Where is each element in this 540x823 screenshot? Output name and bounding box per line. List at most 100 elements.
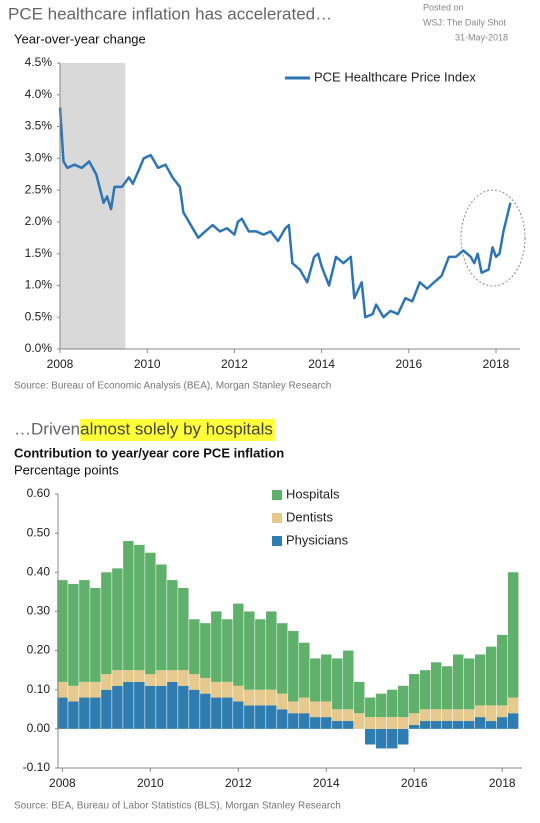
bar-segment: [376, 728, 387, 749]
subtitle: Year-over-year change: [14, 31, 146, 46]
bar-segment: [178, 685, 189, 729]
watermark: 31-May-2018: [455, 32, 508, 42]
bar-segment: [68, 701, 79, 729]
title: PCE healthcare inflation has accelerated…: [8, 4, 332, 23]
source: Source: BEA, Bureau of Labor Statistics …: [14, 801, 341, 812]
bar-segment: [277, 623, 288, 694]
x-tick-label: 2008: [47, 357, 74, 371]
y-tick-label: 0.5%: [25, 309, 53, 323]
bar-segment: [354, 681, 365, 714]
bar-segment: [255, 705, 266, 729]
bar-segment: [101, 689, 112, 729]
bar-segment: [211, 611, 222, 682]
x-tick-label: 2014: [308, 357, 335, 371]
y-tick-label: 0.60: [27, 486, 51, 500]
bar-segment: [387, 689, 398, 718]
bar-segment: [321, 701, 332, 718]
bar-segment: [343, 721, 354, 729]
bar-segment: [134, 544, 145, 671]
x-tick-label: 2008: [49, 776, 76, 790]
x-tick-label: 2018: [489, 776, 516, 790]
bar-segment: [222, 697, 233, 729]
bar-segment: [145, 552, 156, 675]
y-tick-label: 2.5%: [25, 182, 53, 196]
bar-segment: [507, 697, 519, 714]
bar-segment: [178, 670, 189, 686]
legend-swatch: [272, 536, 282, 546]
bar-segment: [57, 697, 68, 729]
bar-segment: [222, 681, 233, 698]
bar-segment: [420, 709, 431, 722]
x-tick-label: 2016: [395, 357, 422, 371]
bar-segment: [420, 670, 431, 710]
bar-segment: [409, 724, 420, 729]
bar-segment: [464, 709, 475, 722]
legend-label: Physicians: [286, 532, 349, 547]
bar-segment: [123, 670, 134, 682]
bar-segment: [376, 693, 387, 718]
y-tick-label: 0.30: [27, 604, 51, 618]
bar-segment: [255, 689, 266, 706]
highlight-marker: [80, 419, 275, 441]
subtitle: Percentage points: [14, 462, 119, 477]
title: Contribution to year/year core PCE infla…: [14, 445, 284, 460]
bar-segment: [123, 681, 134, 729]
x-tick-label: 2014: [313, 776, 340, 790]
bar-segment: [266, 705, 277, 729]
bar-segment: [496, 717, 508, 729]
bar-segment: [299, 642, 310, 698]
headline-highlight: almost solely by hospitals: [80, 419, 273, 438]
bar-segment: [79, 681, 90, 698]
y-tick-label: 1.5%: [25, 246, 53, 260]
bar-segment: [189, 619, 200, 675]
bar-segment: [485, 705, 497, 722]
bar-segment: [134, 670, 145, 682]
bar-segment: [167, 670, 178, 682]
watermark: WSJ: The Daily Shot: [423, 17, 506, 27]
legend-label: Hospitals: [286, 486, 340, 501]
bar-segment: [299, 697, 310, 714]
bar-segment: [354, 713, 365, 729]
bar-segment: [156, 685, 167, 729]
bar-segment: [398, 685, 409, 718]
bar-segment: [365, 717, 376, 729]
x-tick-label: 2012: [225, 776, 252, 790]
bar-segment: [211, 681, 222, 698]
bar-segment: [332, 709, 343, 722]
bar-segment: [123, 540, 134, 671]
bar-segment: [288, 701, 299, 714]
bar-segment: [496, 705, 508, 718]
bar-segment: [442, 709, 453, 722]
bar-segment: [277, 693, 288, 710]
bar-segment: [496, 634, 508, 706]
y-tick-label: 0.50: [27, 525, 51, 539]
bar-segment: [485, 646, 497, 706]
bar-segment: [453, 654, 464, 710]
bar-segment: [244, 705, 255, 729]
bar-segment: [145, 685, 156, 729]
bar-segment: [507, 713, 519, 729]
bar-segment: [409, 713, 420, 725]
x-tick-label: 2016: [401, 776, 428, 790]
bar-segment: [332, 658, 343, 710]
x-tick-label: 2010: [137, 776, 164, 790]
bar-segment: [398, 728, 409, 745]
legend-swatch: [272, 490, 282, 500]
y-tick-label: 0.00: [27, 721, 51, 735]
bar-segment: [474, 654, 486, 706]
bar-segment: [200, 623, 211, 678]
y-tick-label: 4.0%: [25, 87, 53, 101]
bar-segment: [255, 619, 266, 690]
bar-segment: [167, 681, 178, 729]
y-tick-label: -0.10: [23, 760, 51, 774]
bar-segment: [167, 580, 178, 671]
bar-segment: [453, 709, 464, 722]
y-tick-label: 3.0%: [25, 151, 53, 165]
x-tick-label: 2018: [483, 357, 510, 371]
data-line: [58, 107, 512, 319]
y-tick-label: 0.20: [27, 643, 51, 657]
bar-segment: [398, 717, 409, 729]
bar-segment: [57, 580, 68, 682]
bar-segment: [68, 584, 79, 686]
bar-segment: [90, 587, 101, 682]
